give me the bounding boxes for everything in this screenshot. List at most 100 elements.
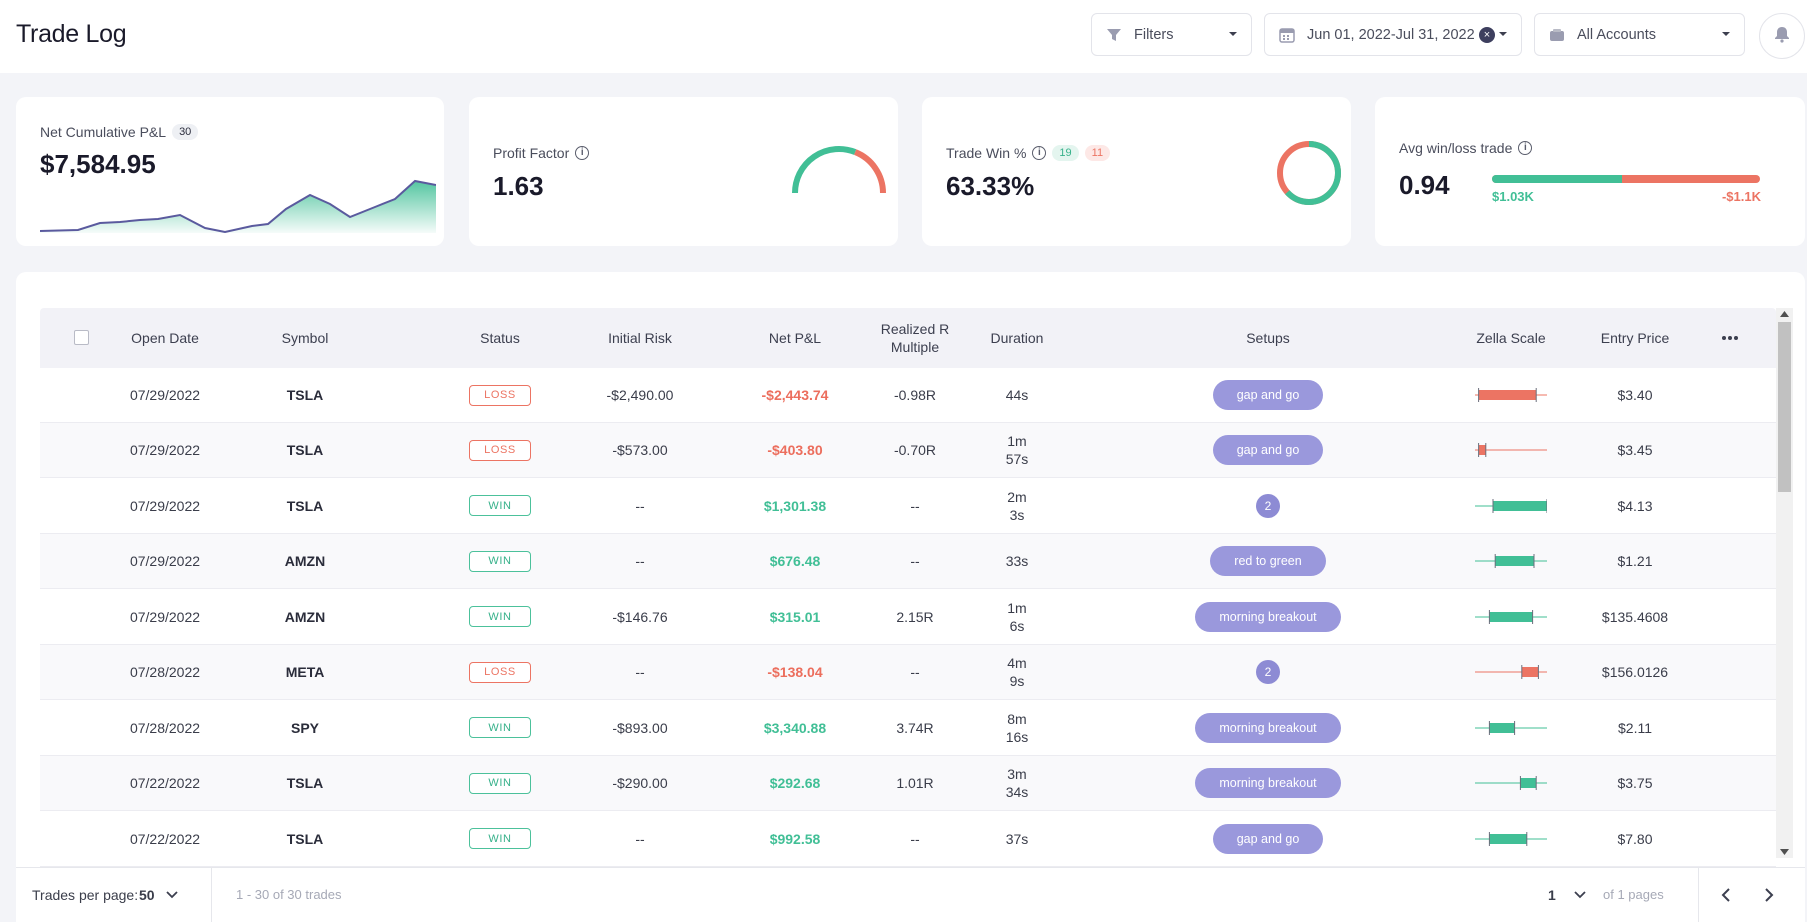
column-symbol[interactable]: Symbol: [281, 330, 329, 346]
column-options-icon[interactable]: [1710, 308, 1750, 368]
info-icon[interactable]: i: [1032, 146, 1047, 160]
trade-win-card: Trade Win % i 19 11 63.33%: [922, 97, 1351, 246]
zella-scale-cell: [1446, 478, 1576, 533]
filters-label: Filters: [1134, 26, 1174, 43]
select-all-checkbox[interactable]: [74, 330, 89, 345]
setup-cell: 2: [1133, 645, 1403, 699]
setup-tag[interactable]: gap and go: [1212, 380, 1324, 410]
profit-factor-card: Profit Factor i 1.63: [469, 97, 898, 246]
initial-risk-cell: --: [635, 497, 645, 514]
net-pnl-value: -$138.04: [767, 664, 823, 680]
column-realized-r-line1: Realized R: [880, 321, 950, 337]
prev-page-icon[interactable]: [1721, 887, 1731, 903]
symbol-cell: TSLA: [286, 387, 324, 403]
status-badge: LOSS: [469, 439, 531, 461]
status-badge: WIN: [469, 717, 531, 738]
status-badge: LOSS: [469, 661, 531, 683]
info-icon[interactable]: i: [1518, 141, 1533, 155]
table-row[interactable]: 07/29/2022 TSLA LOSS -$2,490.00 -$2,443.74 -0…: [40, 368, 1776, 423]
avg-win-amount: $1.03K: [1492, 189, 1534, 204]
bell-icon: [1773, 25, 1791, 48]
next-page-icon[interactable]: [1764, 887, 1774, 903]
column-zella-scale[interactable]: Zella Scale: [1476, 330, 1546, 346]
column-duration[interactable]: Duration: [990, 330, 1044, 346]
zella-scale-fill: [1495, 556, 1535, 566]
footer-divider: [1698, 868, 1699, 922]
date-range-picker[interactable]: Jun 01, 2022-Jul 31, 2022 ×: [1264, 13, 1522, 56]
duration-cell: 33s: [952, 534, 1082, 588]
status-badge: WIN: [469, 606, 531, 627]
trades-per-page-select[interactable]: 50: [139, 887, 155, 903]
zella-scale-fill: [1521, 667, 1539, 677]
zella-scale-bar: [1475, 554, 1547, 568]
table-row[interactable]: 07/29/2022 AMZN WIN -$146.76 $315.01 2.15R 1m 6…: [40, 589, 1776, 645]
filters-button[interactable]: Filters: [1091, 13, 1252, 56]
clear-date-icon[interactable]: ×: [1479, 27, 1495, 43]
column-open-date[interactable]: Open Date: [131, 330, 199, 346]
entry-price-cell: $3.45: [1617, 442, 1653, 458]
net-pnl-cell: $3,340.88: [730, 700, 860, 755]
trades-per-page-label: Trades per page:: [32, 887, 139, 903]
setup-count-badge[interactable]: 2: [1256, 493, 1280, 518]
column-realized-r[interactable]: Realized R Multiple: [850, 308, 980, 368]
notifications-button[interactable]: [1759, 13, 1805, 59]
setup-tag[interactable]: gap and go: [1212, 435, 1324, 465]
zella-scale-cell: [1446, 368, 1576, 422]
table-row[interactable]: 07/22/2022 TSLA WIN -$290.00 $292.68 1.01R 3m 3…: [40, 756, 1776, 811]
table-scrollbar[interactable]: [1776, 308, 1793, 858]
accounts-dropdown[interactable]: All Accounts: [1534, 13, 1745, 56]
date-range-text: Jun 01, 2022-Jul 31, 2022: [1307, 26, 1475, 43]
duration-cell: 4m 9s: [952, 645, 1082, 699]
zella-scale-bar: [1475, 776, 1547, 790]
profit-factor-gauge: [792, 146, 886, 194]
open-date-cell: 07/22/2022: [129, 775, 201, 791]
column-status[interactable]: Status: [480, 330, 520, 346]
zella-scale-cell: [1446, 756, 1576, 810]
table-row[interactable]: 07/28/2022 META LOSS -- -$138.04 -- 4m 9s 2 $156.…: [40, 645, 1776, 700]
table-row[interactable]: 07/22/2022 TSLA WIN -- $992.58 -- 37s gap and g…: [40, 811, 1776, 867]
zella-scale-cell: [1446, 534, 1576, 588]
setup-tag[interactable]: morning breakout: [1195, 712, 1341, 743]
setup-tag[interactable]: gap and go: [1212, 823, 1324, 854]
status-badge: WIN: [469, 772, 531, 794]
info-icon[interactable]: i: [575, 146, 590, 160]
chevron-down-icon[interactable]: [166, 891, 178, 900]
duration-cell: 2m 3s: [952, 478, 1082, 533]
duration-part: 33s: [1005, 553, 1029, 569]
cumulative-pnl-sparkline: [40, 179, 436, 233]
open-date-cell: 07/29/2022: [129, 553, 201, 569]
chevron-down-icon: [1227, 28, 1239, 44]
setup-tag[interactable]: morning breakout: [1195, 768, 1341, 798]
column-net-pnl[interactable]: Net P&L: [768, 330, 822, 346]
trade-win-value: 63.33%: [946, 171, 1035, 201]
setup-count-badge[interactable]: 2: [1256, 660, 1280, 684]
scroll-down-icon[interactable]: [1780, 849, 1789, 855]
column-initial-risk[interactable]: Initial Risk: [608, 330, 672, 346]
setup-tag[interactable]: red to green: [1210, 546, 1326, 576]
initial-risk-cell: -$893.00: [612, 719, 668, 736]
zella-scale-fill: [1489, 722, 1515, 733]
chevron-down-icon[interactable]: [1574, 891, 1586, 900]
setup-tag[interactable]: morning breakout: [1195, 601, 1341, 632]
table-row[interactable]: 07/29/2022 TSLA LOSS -$573.00 -$403.80 -0.70R…: [40, 423, 1776, 478]
net-pnl-value: $315.01: [769, 608, 821, 625]
page-select[interactable]: 1: [1548, 887, 1556, 903]
table-row[interactable]: 07/29/2022 AMZN WIN -- $676.48 -- 33s red to gr…: [40, 534, 1776, 589]
status-badge: WIN: [469, 495, 531, 516]
scroll-up-icon[interactable]: [1780, 311, 1789, 317]
setup-cell: gap and go: [1133, 368, 1403, 422]
avg-win-loss-card: Avg win/loss trade i 0.94 $1.03K -$1.1K: [1375, 97, 1805, 246]
column-entry-price[interactable]: Entry Price: [1600, 330, 1670, 346]
table-row[interactable]: 07/28/2022 SPY WIN -$893.00 $3,340.88 3.74R 8m…: [40, 700, 1776, 756]
open-date-cell: 07/29/2022: [129, 497, 201, 514]
status-cell: LOSS: [435, 645, 565, 699]
symbol-cell: AMZN: [284, 608, 326, 625]
status-cell: WIN: [435, 811, 565, 866]
column-setups[interactable]: Setups: [1246, 330, 1290, 346]
entry-price-cell: $4.13: [1617, 497, 1653, 514]
entry-price-cell: $7.80: [1617, 830, 1653, 847]
scrollbar-thumb[interactable]: [1778, 322, 1791, 492]
duration-part: 37s: [1005, 830, 1029, 847]
table-row[interactable]: 07/29/2022 TSLA WIN -- $1,301.38 -- 2m 3s 2 $4.13: [40, 478, 1776, 534]
duration-part: 1m: [1007, 433, 1027, 449]
